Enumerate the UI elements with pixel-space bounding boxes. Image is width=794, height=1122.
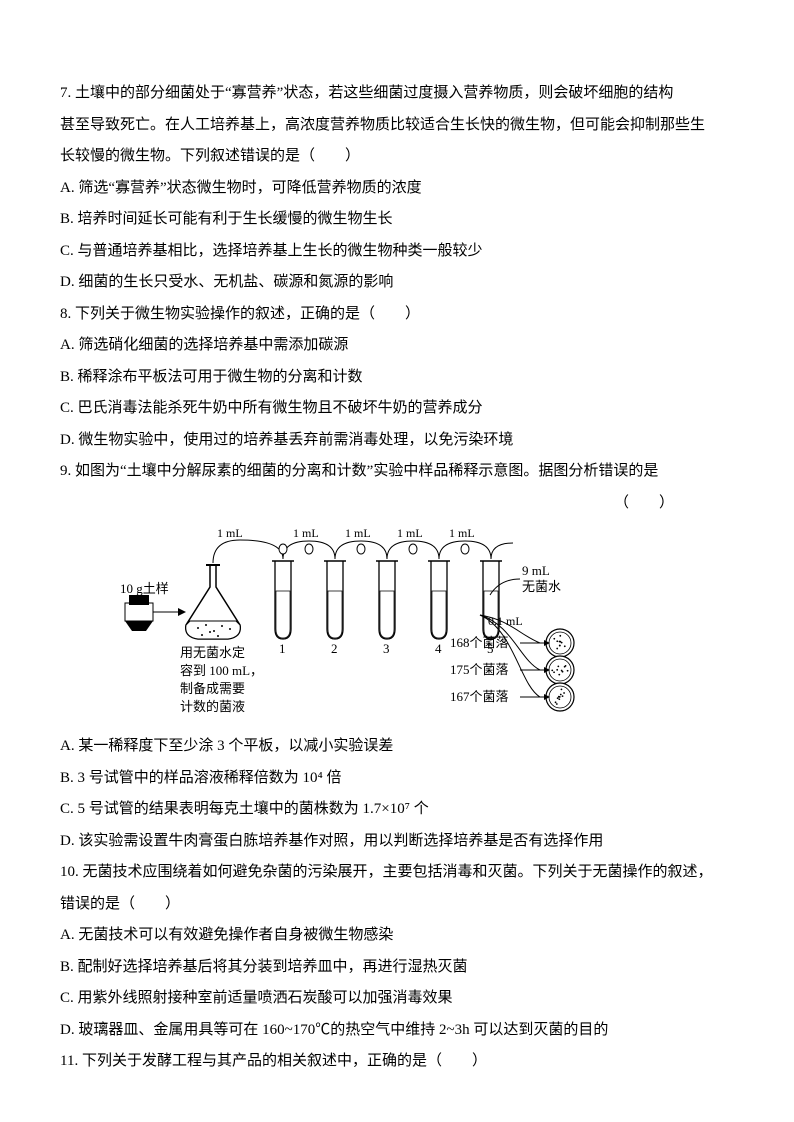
- svg-text:1 mL: 1 mL: [397, 526, 423, 540]
- caption-line-4: 计数的菌液: [180, 699, 245, 714]
- q7-stem-line3: 长较慢的微生物。下列叙述错误的是（ ）: [60, 141, 734, 173]
- q10-stem-line1: 10. 无菌技术应围绕着如何避免杂菌的污染展开，主要包括消毒和灭菌。下列关于无菌…: [60, 857, 734, 889]
- q7-stem-line1: 7. 土壤中的部分细菌处于“寡营养”状态，若这些细菌过度摄入营养物质，则会破坏细…: [60, 78, 734, 110]
- water-wuxun: 无菌水: [522, 579, 561, 594]
- ml-1: 1 mL: [217, 526, 243, 540]
- caption-line-3: 制备成需要: [180, 681, 245, 696]
- q11-stem: 11. 下列关于发酵工程与其产品的相关叙述中，正确的是（ ）: [60, 1046, 734, 1078]
- q8-option-d: D. 微生物实验中，使用过的培养基丢弃前需消毒处理，以免污染环境: [60, 425, 734, 457]
- svg-text:167个菌落: 167个菌落: [450, 689, 509, 704]
- q7-option-d: D. 细菌的生长只受水、无机盐、碳源和氮源的影响: [60, 267, 734, 299]
- q9-option-b: B. 3 号试管中的样品溶液稀释倍数为 10⁴ 倍: [60, 763, 734, 795]
- svg-text:1 mL: 1 mL: [345, 526, 371, 540]
- svg-text:1 mL: 1 mL: [449, 526, 475, 540]
- q10-option-a: A. 无菌技术可以有效避免操作者自身被微生物感染: [60, 920, 734, 952]
- q8-option-c: C. 巴氏消毒法能杀死牛奶中所有微生物且不破坏牛奶的营养成分: [60, 393, 734, 425]
- q7-option-a: A. 筛选“寡营养”状态微生物时，可降低营养物质的浓度: [60, 173, 734, 205]
- q9-option-a: A. 某一稀释度下至少涂 3 个平板，以减小实验误差: [60, 731, 734, 763]
- dilution-diagram: 10 g土样 用无菌水定 容到 100 mL， 制备成需要 计数的菌液 1 mL…: [120, 525, 610, 725]
- q9-option-d: D. 该实验需设置牛肉膏蛋白胨培养基作对照，用以判断选择培养基是否有选择作用: [60, 826, 734, 858]
- caption-line-2: 容到 100 mL，: [180, 663, 263, 678]
- q10-option-b: B. 配制好选择培养基后将其分装到培养皿中，再进行湿热灭菌: [60, 952, 734, 984]
- q10-stem-line2: 错误的是（ ）: [60, 889, 734, 921]
- sample-box-icon: [125, 595, 153, 631]
- water-9ml: 9 mL: [522, 563, 550, 578]
- svg-text:168个菌落: 168个菌落: [450, 635, 509, 650]
- svg-text:3: 3: [383, 641, 390, 656]
- pipette-arcs: 1 mL: [213, 526, 243, 563]
- q7-option-c: C. 与普通培养基相比，选择培养基上生长的微生物种类一般较少: [60, 236, 734, 268]
- svg-text:1: 1: [279, 641, 286, 656]
- q8-stem: 8. 下列关于微生物实验操作的叙述，正确的是（ ）: [60, 299, 734, 331]
- q10-option-d: D. 玻璃器皿、金属用具等可在 160~170℃的热空气中维持 2~3h 可以达…: [60, 1015, 734, 1047]
- q9-stem: 9. 如图为“土壤中分解尿素的细菌的分离和计数”实验中样品稀释示意图。据图分析错…: [60, 456, 734, 488]
- q8-option-b: B. 稀释涂布平板法可用于微生物的分离和计数: [60, 362, 734, 394]
- svg-text:1 mL: 1 mL: [293, 526, 319, 540]
- svg-text:4: 4: [435, 641, 442, 656]
- q7-stem-line2: 甚至导致死亡。在人工培养基上，高浓度营养物质比较适合生长快的微生物，但可能会抑制…: [60, 110, 734, 142]
- svg-text:2: 2: [331, 641, 338, 656]
- svg-text:175个菌落: 175个菌落: [450, 662, 509, 677]
- q10-option-c: C. 用紫外线照射接种室前适量喷洒石炭酸可以加强消毒效果: [60, 983, 734, 1015]
- q9-option-c: C. 5 号试管的结果表明每克土壤中的菌株数为 1.7×10⁷ 个: [60, 794, 734, 826]
- q7-option-b: B. 培养时间延长可能有利于生长缓慢的微生物生长: [60, 204, 734, 236]
- caption-line-1: 用无菌水定: [180, 645, 245, 660]
- q9-paren: （ ）: [60, 488, 734, 520]
- flask-icon: [186, 565, 241, 639]
- sample-label: 10 g土样: [120, 581, 169, 596]
- q8-option-a: A. 筛选硝化细菌的选择培养基中需添加碳源: [60, 330, 734, 362]
